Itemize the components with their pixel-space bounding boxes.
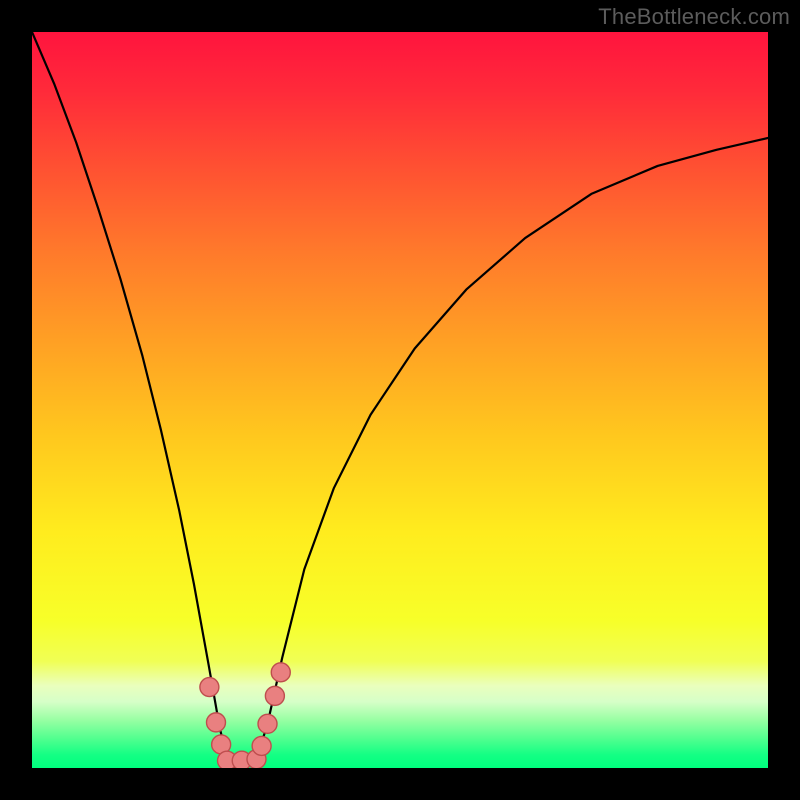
data-marker	[271, 663, 290, 682]
chart-background	[32, 32, 768, 768]
data-marker	[200, 678, 219, 697]
data-marker	[258, 714, 277, 733]
data-marker	[265, 686, 284, 705]
watermark-label: TheBottleneck.com	[598, 4, 790, 30]
data-marker	[252, 736, 271, 755]
chart-container	[32, 32, 768, 768]
bottleneck-chart	[32, 32, 768, 768]
data-marker	[207, 713, 226, 732]
